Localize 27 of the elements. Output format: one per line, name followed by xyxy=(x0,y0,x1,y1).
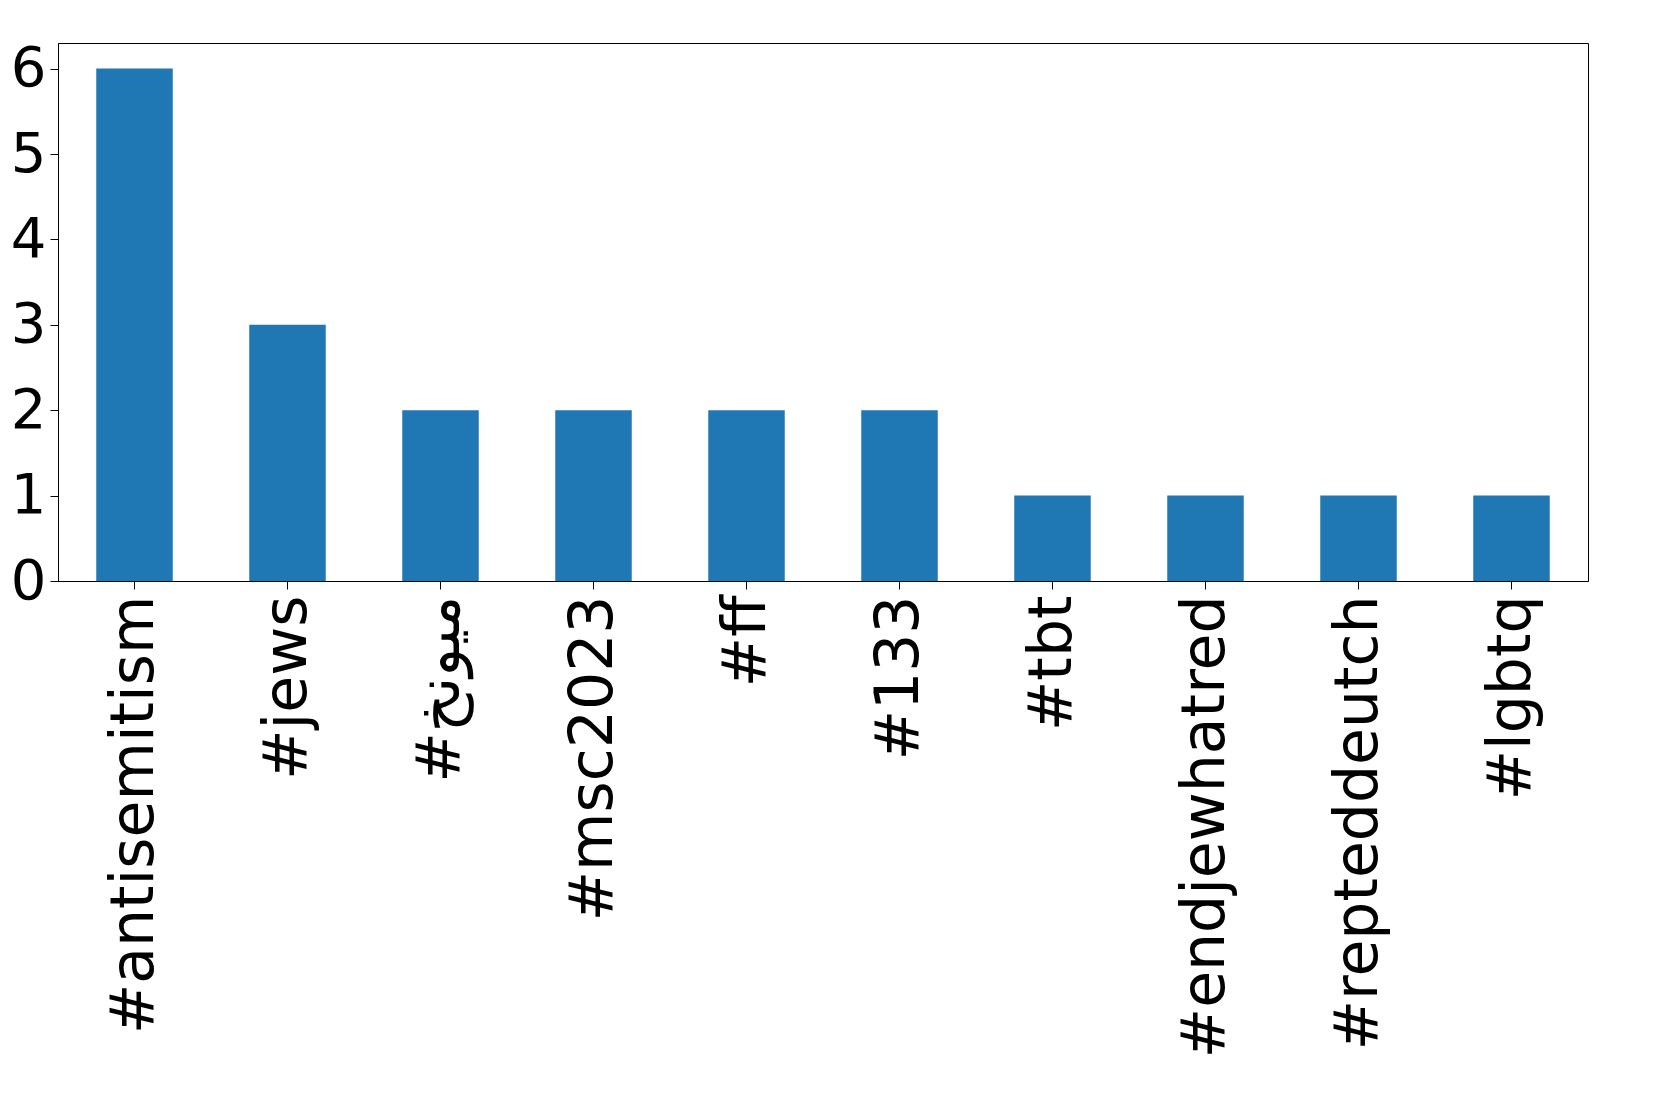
x-tick-label: #tbt xyxy=(1014,595,1085,731)
x-tick-label: #endjewhatred xyxy=(1167,595,1238,1059)
x-tick-label: #msc2023 xyxy=(555,595,626,922)
x-tick-label: #jews xyxy=(249,595,320,780)
y-tick-label: 2 xyxy=(10,375,47,441)
bar xyxy=(1473,495,1550,581)
x-tick-label: #antisemitism xyxy=(96,595,167,1034)
x-tick-label: #repteddeutch xyxy=(1320,595,1391,1051)
y-tick-label: 3 xyxy=(10,290,47,356)
bar xyxy=(861,410,938,581)
bar xyxy=(708,410,785,581)
x-tick-label: #ميونخ xyxy=(402,595,474,783)
bar xyxy=(402,410,479,581)
bar xyxy=(1167,495,1244,581)
bar xyxy=(1014,495,1091,581)
bar xyxy=(555,410,632,581)
bar xyxy=(1320,495,1397,581)
y-tick-label: 4 xyxy=(10,204,47,270)
x-tick-label: #133 xyxy=(861,595,932,761)
x-tick-label: #ff xyxy=(708,593,779,688)
bar xyxy=(96,68,173,581)
y-tick-label: 1 xyxy=(10,461,47,527)
y-tick-label: 5 xyxy=(10,119,47,185)
bar xyxy=(249,324,326,581)
y-tick-label: 0 xyxy=(10,546,47,612)
y-tick-label: 6 xyxy=(10,34,47,100)
x-tick-label: #lgbtq xyxy=(1473,595,1544,801)
